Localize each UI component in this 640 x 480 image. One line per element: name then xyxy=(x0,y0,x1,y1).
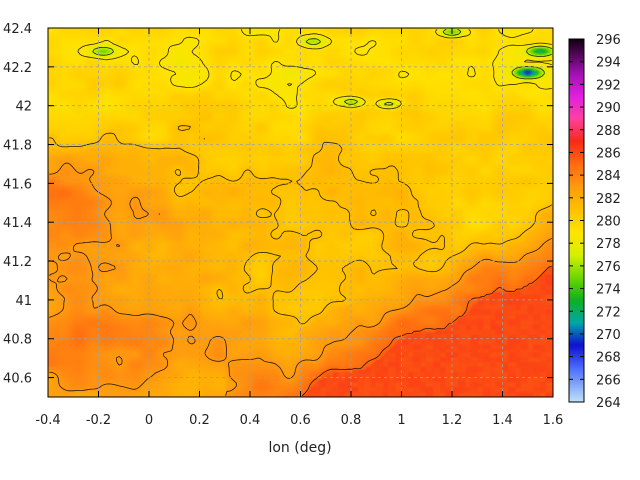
colorbar-tick-label: 280 xyxy=(596,215,621,230)
x-tick-label: -0.4 xyxy=(35,413,60,428)
x-tick-label: -0.2 xyxy=(86,413,111,428)
colorbar-tick-label: 274 xyxy=(596,283,621,298)
contour-lines xyxy=(49,28,553,397)
y-tick-label: 41.4 xyxy=(3,216,32,231)
y-tick-label: 42 xyxy=(15,100,32,115)
y-tick-label: 41.8 xyxy=(3,139,32,154)
colorbar-tick-label: 266 xyxy=(596,373,621,388)
y-tick-label: 42.4 xyxy=(3,22,32,37)
x-axis-ticks: -0.4 -0.2 0 0.2 0.4 0.6 0.8 1 1.2 1.4 1.6 xyxy=(35,28,563,428)
x-tick-label: 1.2 xyxy=(442,413,463,428)
contour-283 xyxy=(49,162,552,396)
x-tick-label: 1 xyxy=(397,413,405,428)
x-tick-label: 0.8 xyxy=(341,413,362,428)
colorbar-tick-label: 268 xyxy=(596,351,621,366)
colorbar-tick-label: 284 xyxy=(596,169,621,184)
colorbar-tick-label: 282 xyxy=(596,192,621,207)
colorbar-tick-label: 286 xyxy=(596,146,621,161)
plot-area xyxy=(47,27,554,398)
x-tick-label: 0.4 xyxy=(240,413,261,428)
colorbar-tick-label: 276 xyxy=(596,260,621,275)
colorbar-tick-label: 270 xyxy=(596,328,621,343)
y-tick-label: 41 xyxy=(15,294,32,309)
colorbar-tick-label: 272 xyxy=(596,305,621,320)
x-tick-label: 0.2 xyxy=(189,413,210,428)
y-tick-label: 40.8 xyxy=(3,333,32,348)
x-tick-label: 1.4 xyxy=(492,413,513,428)
colorbar-tick-label: 288 xyxy=(596,124,621,139)
colorbar-ticks: 264 266 268 270 272 274 276 278 280 282 284 286 288 2… xyxy=(569,33,621,411)
y-tick-label: 42.2 xyxy=(3,61,32,76)
y-tick-label: 40.6 xyxy=(3,372,32,387)
contour-277 xyxy=(92,28,552,106)
y-tick-label: 41.6 xyxy=(3,177,32,192)
colorbar-tick-label: 264 xyxy=(596,396,621,411)
y-axis-ticks: 40.6 40.8 41 41.2 41.4 41.6 41.8 42 42.2 42.4 xyxy=(3,22,553,387)
grid-lines xyxy=(48,28,553,397)
colorbar-tick-label: 296 xyxy=(596,33,621,48)
contour-281 xyxy=(49,125,553,325)
x-axis-label: lon (deg) xyxy=(268,440,331,456)
y-tick-label: 41.2 xyxy=(3,255,32,270)
x-tick-label: 0 xyxy=(145,413,153,428)
contour-279 xyxy=(49,28,552,110)
colorbar-tick-label: 278 xyxy=(596,237,621,252)
colorbar-tick-label: 294 xyxy=(596,56,621,71)
x-tick-label: 1.6 xyxy=(543,413,564,428)
colorbar: 264 266 268 270 272 274 276 278 280 282 284 286 288 2… xyxy=(568,33,621,411)
colorbar-tick-label: 292 xyxy=(596,78,621,93)
x-tick-label: 0.6 xyxy=(290,413,311,428)
colorbar-tick-label: 290 xyxy=(596,101,621,116)
